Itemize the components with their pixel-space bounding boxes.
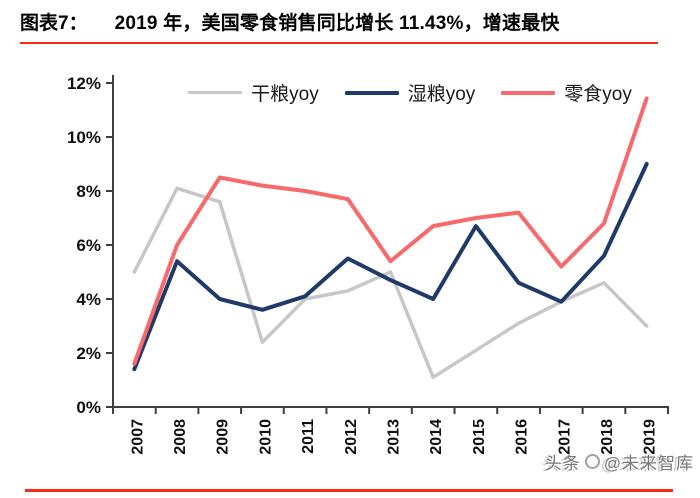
legend-item-snack: 零食yoy	[501, 79, 632, 106]
y-axis-tick-label: 6%	[76, 236, 101, 255]
footer-red-rule	[25, 489, 673, 492]
chart-header: 图表7： 2019 年，美国零食销售同比增长 11.43%，增速最快	[20, 8, 680, 35]
y-axis-tick-label: 12%	[67, 74, 101, 93]
x-axis-tick-label: 2010	[257, 419, 274, 455]
x-axis-tick-label: 2009	[215, 419, 232, 455]
chart-title: 2019 年，美国零食销售同比增长 11.43%，增速最快	[114, 13, 560, 34]
snack-line-swatch-icon	[501, 90, 556, 95]
y-axis-tick-label: 0%	[76, 398, 101, 417]
series-line-wet-food-yoy	[132, 162, 649, 372]
legend-item-dry-food: 干粮yoy	[188, 79, 319, 106]
y-axis-tick-label: 10%	[67, 128, 101, 147]
watermark-text-left: 头条	[544, 454, 581, 473]
series-line-snack-yoy	[132, 96, 649, 366]
watermark: 头条 @未来智库	[545, 449, 694, 474]
x-axis-tick-label: 2018	[599, 419, 616, 455]
title-underline-rule	[20, 42, 658, 44]
x-axis-tick-label: 2014	[428, 419, 445, 455]
x-axis-tick-label: 2019	[642, 419, 659, 455]
legend-label-dry-food: 干粮yoy	[251, 84, 319, 105]
legend-item-wet-food: 湿粮yoy	[344, 79, 476, 106]
dry-food-line-swatch-icon	[188, 91, 243, 94]
x-axis-tick-label: 2008	[172, 419, 189, 455]
x-axis-tick-label: 2011	[300, 419, 317, 454]
wet-food-line-swatch-icon	[344, 90, 399, 95]
y-axis-tick-label: 8%	[76, 182, 101, 201]
y-axis-tick-label: 2%	[76, 344, 101, 363]
watermark-logo-icon	[584, 454, 600, 469]
x-axis-tick-label: 2007	[129, 419, 146, 455]
legend-label-snack: 零食yoy	[564, 84, 632, 105]
series-line-dry-food-yoy	[132, 186, 649, 380]
x-axis-tick-label: 2015	[471, 419, 488, 455]
watermark-text-right: @未来智库	[603, 454, 694, 473]
x-axis-tick-label: 2012	[343, 419, 360, 455]
chart-legend: 干粮yoy 湿粮yoy 零食yoy	[130, 79, 690, 106]
x-axis-tick-label: 2017	[556, 419, 573, 455]
y-axis-tick-label: 4%	[76, 290, 101, 309]
x-axis-tick-label: 2016	[514, 419, 531, 455]
figure-number-label: 图表7：	[20, 13, 88, 34]
legend-label-wet-food: 湿粮yoy	[407, 84, 476, 105]
x-axis-tick-label: 2013	[386, 419, 403, 455]
